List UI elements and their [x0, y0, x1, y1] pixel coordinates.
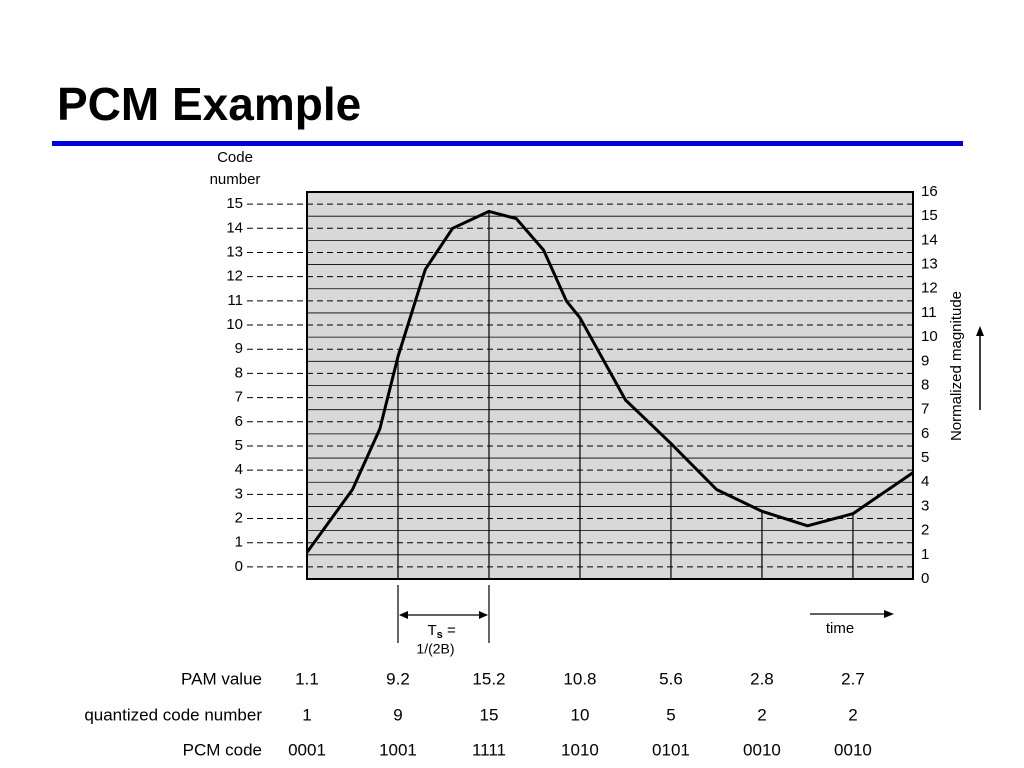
- y-tick-label: 10: [921, 328, 938, 345]
- pam-value: 5.6: [659, 669, 683, 688]
- code-value: 1: [302, 705, 311, 724]
- y-label: Normalized magnitude: [948, 291, 965, 441]
- signal-curve: [305, 209, 914, 554]
- pam-value: 10.8: [563, 669, 596, 688]
- y-tick-label: 6: [921, 425, 929, 442]
- y2-tick-label: 12: [226, 268, 243, 285]
- y2-tick-label: 13: [226, 243, 243, 260]
- pcm-code: 1010: [561, 740, 599, 759]
- arrow-head: [398, 611, 488, 619]
- time-label: time: [826, 620, 854, 637]
- y2-label: number: [210, 171, 261, 188]
- y-tick-label: 4: [921, 473, 929, 490]
- y2-label: Code: [217, 149, 253, 166]
- y2-tick-label: 2: [235, 510, 243, 527]
- y2-tick-label: 8: [235, 364, 243, 381]
- pam-value: 1.1: [295, 669, 319, 688]
- pcm-code: 0001: [288, 740, 326, 759]
- pcm-code: 0101: [652, 740, 690, 759]
- row-label: PCM code: [183, 740, 262, 759]
- y2-tick-label: 10: [226, 316, 243, 333]
- pam-value: 9.2: [386, 669, 410, 688]
- y-tick-label: 8: [921, 376, 929, 393]
- period-equals: =: [443, 622, 456, 639]
- y2-tick-label: 1: [235, 534, 243, 551]
- y2-tick-label: 6: [235, 413, 243, 430]
- y-tick-label: 11: [921, 304, 937, 321]
- code-value: 5: [666, 705, 675, 724]
- period-formula: 1/(2B): [416, 641, 454, 657]
- y-tick-label: 1: [921, 546, 929, 563]
- title-rule: [52, 141, 963, 146]
- pcm-code: 0010: [743, 740, 781, 759]
- y2-tick-label: 4: [235, 461, 243, 478]
- y-tick-label: 2: [921, 522, 929, 539]
- y2-tick-label: 14: [226, 219, 243, 236]
- slide-title: PCM Example: [57, 78, 361, 130]
- y-tick-label: 9: [921, 352, 929, 369]
- y-tick-label: 14: [921, 231, 938, 248]
- period-symbol: T: [427, 622, 436, 639]
- y-tick-label: 16: [921, 183, 938, 200]
- code-value: 2: [757, 705, 766, 724]
- y-tick-label: 5: [921, 449, 929, 466]
- code-value: 9: [393, 705, 402, 724]
- y2-tick-label: 0: [235, 558, 243, 575]
- y-tick-label: 15: [921, 207, 938, 224]
- y2-tick-label: 9: [235, 340, 243, 357]
- row-label: PAM value: [181, 669, 262, 688]
- row-label: quantized code number: [84, 705, 262, 724]
- pam-value: 2.8: [750, 669, 774, 688]
- y-tick-label: 0: [921, 570, 929, 587]
- period-label: Ts =: [427, 622, 455, 641]
- pcm-code: 0010: [834, 740, 872, 759]
- arrow-head: [976, 326, 984, 336]
- y2-tick-label: 7: [235, 389, 243, 406]
- y-tick-label: 13: [921, 256, 938, 273]
- pam-value: 2.7: [841, 669, 865, 688]
- y2-tick-label: 11: [227, 292, 243, 309]
- y-tick-label: 12: [921, 280, 938, 297]
- y2-tick-label: 3: [235, 485, 243, 502]
- y2-tick-label: 15: [226, 195, 243, 212]
- period-subscript: s: [437, 629, 443, 641]
- code-value: 2: [848, 705, 857, 724]
- y-tick-label: 3: [921, 497, 929, 514]
- pcm-code: 1001: [379, 740, 417, 759]
- plot-border: [306, 191, 914, 580]
- code-value: 10: [571, 705, 590, 724]
- arrow-head: [884, 610, 894, 618]
- y-tick-label: 7: [921, 401, 929, 418]
- pam-value: 15.2: [472, 669, 505, 688]
- code-value: 15: [480, 705, 499, 724]
- pcm-code: 1111: [472, 740, 506, 759]
- y2-tick-label: 5: [235, 437, 243, 454]
